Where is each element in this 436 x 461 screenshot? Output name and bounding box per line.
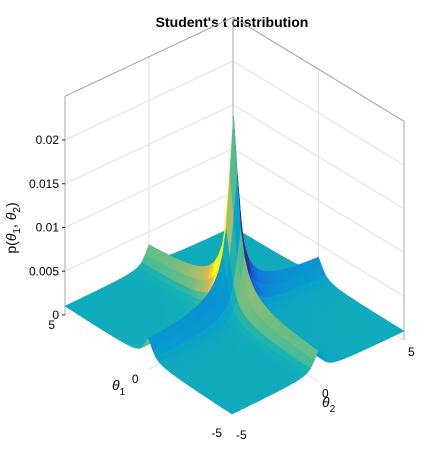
z-tick-label: 0.015 bbox=[29, 177, 59, 191]
theta1-tick-label: 5 bbox=[48, 318, 55, 332]
surface-patch bbox=[227, 409, 237, 415]
theta1-tick-label: -5 bbox=[211, 426, 222, 440]
theta1-axis-label: θ1 bbox=[112, 377, 126, 398]
theta2-tick-label: 0 bbox=[322, 387, 329, 401]
z-tick-label: 0 bbox=[52, 308, 59, 322]
chart-title: Student's t distribution bbox=[156, 14, 309, 30]
theta2-tick-label: -5 bbox=[236, 428, 247, 442]
z-axis-ticks: 0 0.005 0.01 0.015 0.02 bbox=[29, 133, 65, 322]
theta2-tick-label: 5 bbox=[408, 345, 415, 359]
theta2-axis-ticks: -5 0 5 bbox=[236, 345, 415, 442]
z-axis-label: p(θ1, θ2) bbox=[3, 202, 23, 253]
z-tick-label: 0.01 bbox=[36, 221, 60, 235]
theta2-axis-label: θ2 bbox=[322, 394, 336, 415]
theta1-axis-ticks: 5 0 -5 bbox=[48, 318, 222, 440]
theta1-tick-label: 0 bbox=[132, 372, 139, 386]
z-tick-label: 0.02 bbox=[36, 133, 60, 147]
density-surface bbox=[64, 116, 405, 415]
z-tick-label: 0.005 bbox=[29, 264, 59, 278]
